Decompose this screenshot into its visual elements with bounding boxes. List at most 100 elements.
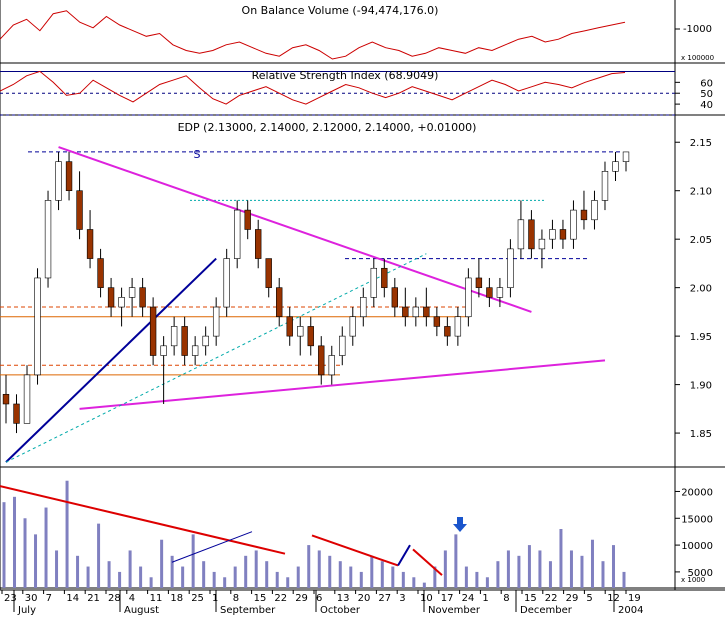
volume-bar [139,566,143,588]
price-candle-body [255,229,262,259]
obv-line [0,10,626,60]
volume-bar [506,550,510,588]
volume-bar [401,571,405,588]
price-panel: 1.85 1.90 1.95 2.00 2.05 2.10 2.15 [0,138,712,463]
rsi-tick-label: 50 [700,89,713,100]
volume-bar [338,561,342,588]
price-candle-body [612,161,619,172]
volume-bar [44,507,48,588]
rsi-tick-label: 40 [700,100,713,111]
price-candle-body [318,345,325,376]
x-tick-label: 24 [462,593,475,604]
volume-bar [464,566,468,588]
price-candle-body [34,277,41,376]
price-candle-body [128,287,136,298]
volume-bar [433,566,437,588]
volume-bar [580,555,584,588]
volume-bar [254,550,258,588]
price-candle-body [297,326,304,337]
x-tick-label: 1 [482,593,488,604]
price-candle-body [233,209,241,259]
volume-bar [107,561,111,588]
price-candle-body [212,306,220,337]
price-tick-label: 2.15 [690,138,712,149]
volume-bar [317,550,321,588]
price-candle-body [149,306,157,356]
price-tick-label: 1.85 [690,429,712,440]
volume-bar [149,577,153,588]
month-label: September [220,605,276,616]
volume-bar [23,518,27,588]
x-tick-label: 23 [4,593,17,604]
volume-bar [517,555,521,588]
month-label: November [428,605,481,616]
price-candle-body [454,316,462,337]
price-tick-label: 1.90 [690,381,712,392]
price-trendline [5,253,427,463]
x-tick-label: 11 [150,593,163,604]
price-candle-body [339,335,346,356]
price-candle-body [244,209,251,230]
price-candle-body [507,248,514,288]
x-tick-label: 10 [420,593,433,604]
rsi-tick-label: 60 [700,78,713,89]
x-tick-label: 6 [316,593,322,604]
volume-bar [380,561,384,588]
month-label: 2004 [618,605,643,616]
x-tick-label: 29 [295,593,308,604]
volume-bar [328,555,332,588]
month-label: July [17,605,36,616]
volume-bar [212,571,216,588]
x-tick-label: 14 [66,593,79,604]
price-tick-label: 2.10 [690,187,712,198]
price-candle-body [559,229,567,240]
volume-trendline [311,534,399,567]
volume-bar [496,561,500,588]
x-tick-label: 13 [337,593,350,604]
price-candle-body [465,277,472,318]
month-label: October [320,605,361,616]
obv-panel [0,10,680,60]
x-tick-label: 7 [46,593,52,604]
price-candle-body [360,297,367,318]
volume-bar [307,545,311,588]
x-tick-label: 19 [628,593,641,604]
price-candle-body [265,258,272,288]
volume-bar [275,571,279,588]
price-annotation: S [194,148,201,161]
price-candle-body [86,229,94,259]
volume-trendline [0,485,286,555]
price-candle-body [118,297,125,308]
volume-bar [548,561,552,588]
volume-tick-label: 15000 [681,514,713,525]
volume-bar [286,577,290,588]
price-candle-body [391,287,399,308]
price-candle-body [13,403,20,424]
price-candle-body [549,229,556,240]
price-candle-body [580,209,588,221]
volume-bar [191,534,195,588]
volume-bar [265,561,269,588]
rsi-title: Relative Strength Index (68.9049) [252,69,439,82]
price-trendline [5,257,217,463]
obv-axis-label: -1000 [683,24,712,35]
volume-trendline [171,531,253,563]
volume-bar [86,566,90,588]
x-tick-label: 22 [545,593,558,604]
volume-bar [244,555,248,588]
price-candle-body [191,345,199,356]
price-candle-body [370,267,377,298]
x-tick-label: 15 [254,593,267,604]
price-title: EDP (2.13000, 2.14000, 2.12000, 2.14000,… [178,121,477,134]
price-trendline [58,146,532,313]
x-tick-label: 25 [191,593,204,604]
volume-bar [118,571,122,588]
x-tick-label: 5 [586,593,592,604]
obv-title: On Balance Volume (-94,474,176.0) [242,4,439,17]
volume-trendline [397,544,411,566]
volume-bar [13,496,17,588]
price-candle-body [65,161,73,192]
volume-bar [611,545,615,588]
volume-bar [349,566,353,588]
price-candle-body [223,258,230,308]
